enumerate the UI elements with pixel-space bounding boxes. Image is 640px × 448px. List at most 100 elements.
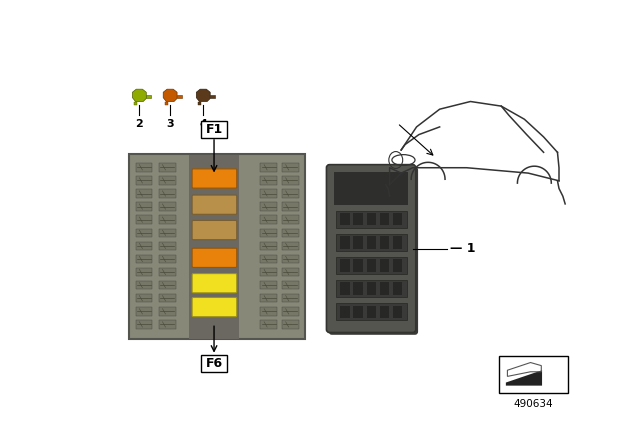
Text: F1: F1 bbox=[205, 123, 223, 136]
Text: 4: 4 bbox=[199, 119, 207, 129]
Bar bbox=[159, 202, 175, 211]
Polygon shape bbox=[134, 102, 137, 104]
Bar bbox=[136, 163, 152, 172]
FancyBboxPatch shape bbox=[192, 169, 237, 188]
Bar bbox=[367, 282, 376, 295]
Text: 3: 3 bbox=[166, 119, 174, 129]
Bar bbox=[367, 259, 376, 271]
Bar bbox=[282, 294, 299, 302]
Bar bbox=[260, 268, 277, 276]
FancyBboxPatch shape bbox=[192, 297, 237, 317]
Bar bbox=[380, 282, 389, 295]
Polygon shape bbox=[506, 370, 542, 386]
Text: — 1: — 1 bbox=[450, 242, 475, 255]
Bar bbox=[340, 259, 349, 271]
Bar bbox=[260, 294, 277, 302]
Bar bbox=[282, 189, 299, 198]
Bar bbox=[340, 282, 349, 295]
Bar bbox=[136, 320, 152, 329]
Bar bbox=[282, 202, 299, 211]
Bar bbox=[367, 306, 376, 318]
Polygon shape bbox=[210, 95, 215, 98]
Bar bbox=[282, 307, 299, 315]
Bar bbox=[340, 236, 349, 249]
Text: F6: F6 bbox=[205, 357, 223, 370]
Bar bbox=[340, 213, 349, 225]
Bar bbox=[136, 268, 152, 276]
Bar bbox=[282, 215, 299, 224]
Bar bbox=[159, 281, 175, 289]
Bar bbox=[136, 307, 152, 315]
Bar bbox=[159, 215, 175, 224]
Text: 2: 2 bbox=[136, 119, 143, 129]
Bar bbox=[129, 154, 305, 339]
Bar bbox=[136, 202, 152, 211]
FancyBboxPatch shape bbox=[499, 356, 568, 393]
FancyBboxPatch shape bbox=[192, 274, 237, 293]
FancyBboxPatch shape bbox=[192, 220, 237, 240]
Bar bbox=[380, 259, 389, 271]
FancyBboxPatch shape bbox=[329, 167, 418, 335]
Polygon shape bbox=[198, 102, 201, 104]
Bar bbox=[136, 294, 152, 302]
Bar bbox=[334, 172, 408, 205]
Bar bbox=[367, 213, 376, 225]
Bar bbox=[353, 236, 363, 249]
Bar bbox=[282, 281, 299, 289]
FancyBboxPatch shape bbox=[192, 248, 237, 267]
Bar bbox=[367, 236, 376, 249]
Bar bbox=[353, 306, 363, 318]
Polygon shape bbox=[132, 89, 147, 102]
Bar bbox=[159, 294, 175, 302]
Bar bbox=[393, 282, 402, 295]
Bar bbox=[282, 241, 299, 250]
Bar bbox=[159, 176, 175, 185]
Bar bbox=[260, 163, 277, 172]
Bar bbox=[159, 163, 175, 172]
Bar bbox=[353, 213, 363, 225]
Bar bbox=[260, 202, 277, 211]
Bar bbox=[260, 241, 277, 250]
Bar bbox=[136, 241, 152, 250]
Bar bbox=[136, 215, 152, 224]
Bar bbox=[336, 257, 406, 274]
Bar bbox=[282, 163, 299, 172]
Bar bbox=[159, 255, 175, 263]
Bar bbox=[336, 234, 406, 251]
Bar bbox=[159, 241, 175, 250]
Bar bbox=[282, 320, 299, 329]
Bar bbox=[393, 236, 402, 249]
Bar bbox=[353, 259, 363, 271]
Bar bbox=[336, 211, 406, 228]
Bar bbox=[159, 268, 175, 276]
Bar bbox=[136, 255, 152, 263]
Bar bbox=[260, 255, 277, 263]
Polygon shape bbox=[196, 89, 210, 102]
Polygon shape bbox=[177, 95, 182, 98]
FancyBboxPatch shape bbox=[201, 355, 227, 372]
Bar bbox=[136, 228, 152, 237]
Bar bbox=[380, 236, 389, 249]
Bar bbox=[159, 228, 175, 237]
Bar bbox=[260, 281, 277, 289]
Bar bbox=[380, 213, 389, 225]
Bar bbox=[159, 320, 175, 329]
Bar bbox=[260, 215, 277, 224]
Bar bbox=[340, 306, 349, 318]
Polygon shape bbox=[147, 95, 151, 98]
Bar bbox=[260, 307, 277, 315]
Bar bbox=[159, 307, 175, 315]
Bar bbox=[189, 155, 239, 339]
FancyBboxPatch shape bbox=[192, 195, 237, 214]
Bar bbox=[353, 282, 363, 295]
Bar bbox=[393, 259, 402, 271]
Bar bbox=[380, 306, 389, 318]
Polygon shape bbox=[163, 89, 177, 102]
Bar bbox=[393, 306, 402, 318]
Bar bbox=[260, 228, 277, 237]
FancyBboxPatch shape bbox=[201, 121, 227, 138]
Bar bbox=[282, 228, 299, 237]
Bar bbox=[336, 303, 406, 320]
Bar bbox=[159, 189, 175, 198]
Bar bbox=[260, 176, 277, 185]
